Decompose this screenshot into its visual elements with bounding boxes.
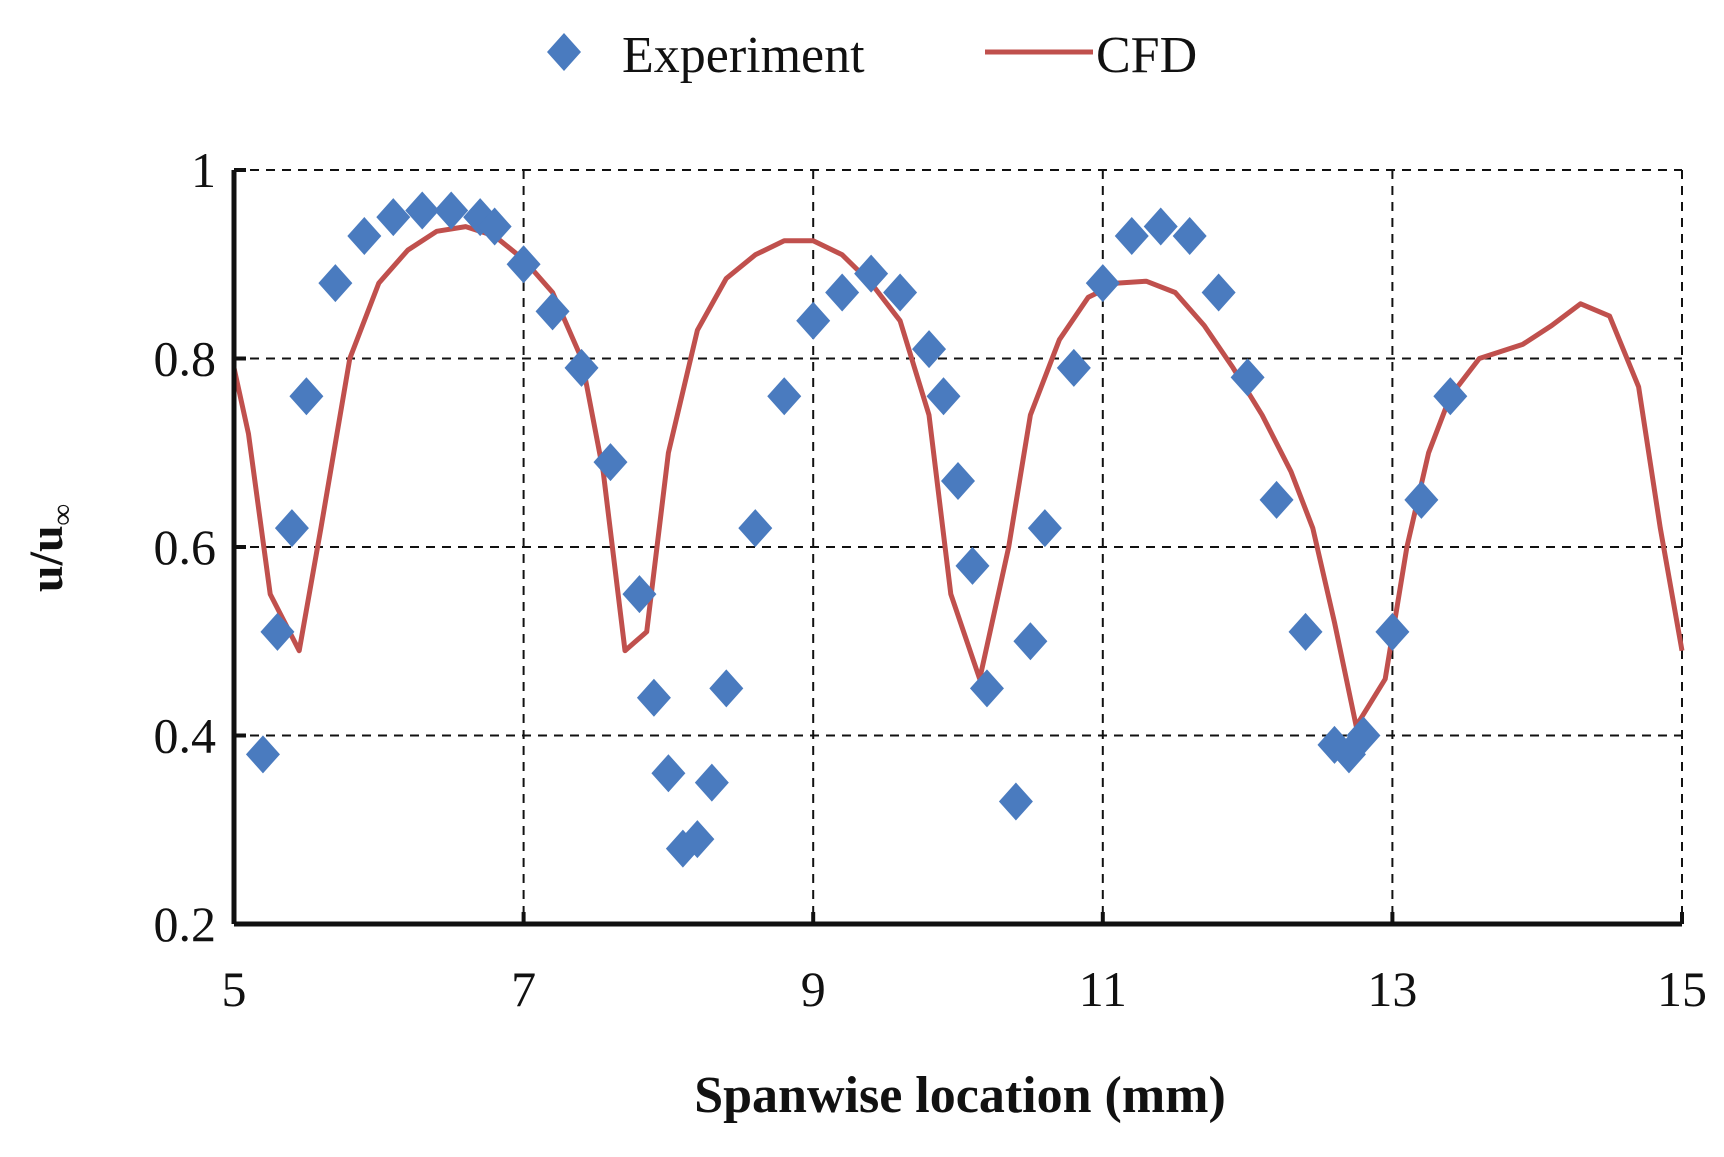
experiment-point bbox=[477, 207, 512, 246]
experiment-point bbox=[535, 292, 570, 331]
legend: Experiment CFD bbox=[547, 27, 1197, 84]
experiment-point bbox=[941, 462, 975, 501]
experiment-point bbox=[318, 264, 353, 303]
axes: 0.20.40.60.815 7 9 11 13 15 bbox=[154, 142, 1708, 1017]
experiment-point bbox=[564, 348, 599, 387]
x-axis-label: Spanwise location (mm) bbox=[694, 1067, 1226, 1124]
x-tick-label: 13 bbox=[1367, 961, 1417, 1017]
experiment-point bbox=[1288, 612, 1323, 651]
experiment-point bbox=[1085, 264, 1120, 303]
experiment-point bbox=[1013, 622, 1048, 661]
experiment-point bbox=[434, 191, 469, 230]
x-tick-label: 7 bbox=[511, 961, 536, 1017]
y-axis-label: u/u∞ bbox=[20, 504, 79, 592]
x-tick-label: 5 bbox=[222, 961, 247, 1017]
experiment-point bbox=[912, 330, 947, 369]
experiment-point bbox=[969, 669, 1004, 708]
experiment-point bbox=[506, 245, 541, 284]
y-tick-label: 0.6 bbox=[154, 519, 217, 575]
experiment-point bbox=[1433, 377, 1468, 416]
y-tick-label: 0.2 bbox=[154, 896, 217, 952]
experiment-point bbox=[1375, 612, 1410, 651]
experiment-point bbox=[926, 377, 961, 416]
legend-experiment-marker bbox=[547, 33, 581, 71]
y-tick-label: 0.4 bbox=[154, 708, 217, 764]
experiment-point bbox=[1346, 716, 1381, 755]
x-tick-label: 15 bbox=[1657, 961, 1707, 1017]
y-axis-label-main: u/u bbox=[20, 525, 73, 592]
experiment-point bbox=[709, 669, 744, 708]
experiment-point bbox=[405, 191, 440, 230]
y-tick-label: 0.8 bbox=[154, 331, 217, 387]
experiment-point bbox=[1056, 348, 1091, 387]
x-tick-label: 11 bbox=[1079, 961, 1127, 1017]
legend-experiment-label: Experiment bbox=[622, 27, 865, 84]
experiment-point bbox=[1172, 216, 1207, 255]
experiment-point bbox=[1404, 480, 1439, 519]
experiment-point bbox=[245, 735, 280, 774]
experiment-point bbox=[998, 782, 1033, 821]
experiment-point bbox=[1143, 207, 1178, 246]
legend-cfd-label: CFD bbox=[1096, 27, 1197, 84]
experiment-point bbox=[694, 763, 729, 802]
experiment-point bbox=[1114, 216, 1149, 255]
experiment-point bbox=[883, 273, 918, 312]
experiment-point bbox=[796, 301, 831, 340]
experiment-point bbox=[854, 254, 889, 293]
experiment-point bbox=[1027, 509, 1062, 548]
experiment-point bbox=[1201, 273, 1236, 312]
cfd-line bbox=[231, 224, 1685, 729]
experiment-point bbox=[289, 377, 324, 416]
plot-area bbox=[231, 191, 1685, 868]
experiment-point bbox=[622, 575, 657, 614]
experiment-point bbox=[274, 509, 309, 548]
experiment-point bbox=[1230, 358, 1265, 397]
experiment-point bbox=[376, 198, 411, 237]
y-axis-label-sub: ∞ bbox=[46, 504, 79, 525]
x-tick-label: 9 bbox=[801, 961, 826, 1017]
experiment-point bbox=[651, 754, 686, 793]
experiment-point bbox=[767, 377, 802, 416]
experiment-point bbox=[593, 443, 628, 482]
experiment-point bbox=[636, 678, 671, 717]
experiment-point bbox=[1259, 480, 1294, 519]
experiment-point bbox=[680, 820, 715, 859]
grid bbox=[234, 169, 1683, 924]
experiment-point bbox=[955, 546, 990, 585]
y-tick-label: 1 bbox=[191, 142, 216, 198]
experiment-point bbox=[738, 509, 773, 548]
experiment-point bbox=[825, 273, 860, 312]
experiment-point bbox=[260, 612, 295, 651]
experiment-point bbox=[347, 216, 382, 255]
